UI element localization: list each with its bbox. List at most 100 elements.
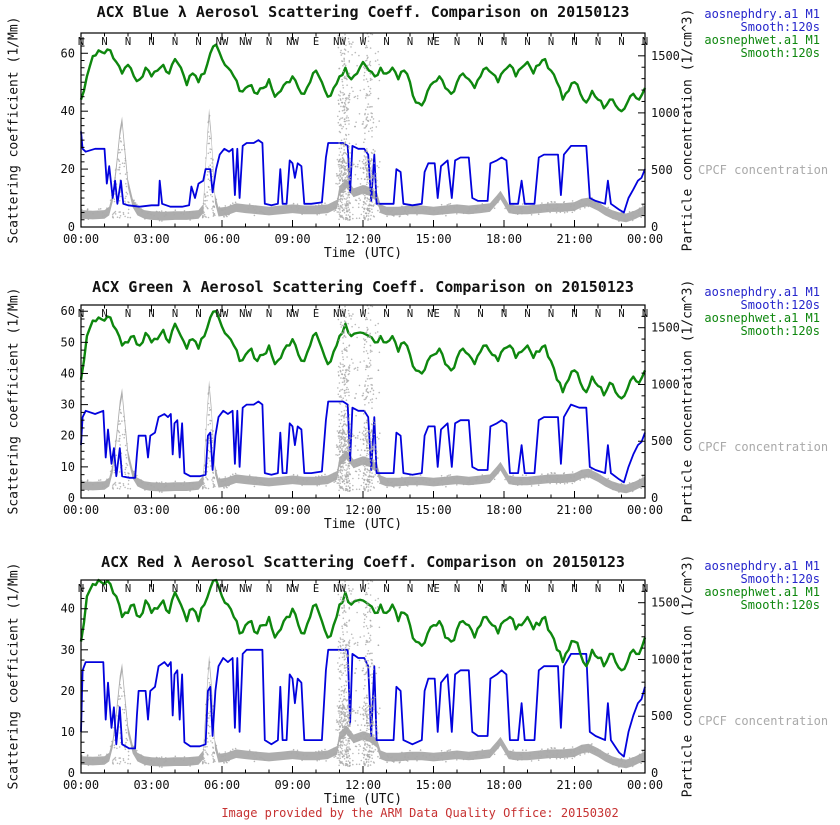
svg-text:N: N: [78, 583, 84, 595]
svg-text:NW: NW: [216, 308, 229, 320]
legend-panel-2: aosnephdry.a1 M1 Smooth:120s aosnephwet.…: [698, 286, 820, 338]
svg-text:1000: 1000: [651, 377, 680, 391]
svg-text:12:00: 12:00: [345, 778, 381, 792]
legend-wet-name: aosnephwet.a1 M1: [704, 311, 820, 325]
svg-text:15:00: 15:00: [415, 232, 451, 246]
svg-text:60: 60: [61, 46, 75, 60]
svg-text:N: N: [101, 583, 107, 595]
svg-text:0: 0: [68, 220, 75, 234]
svg-text:N: N: [618, 308, 624, 320]
svg-text:0: 0: [651, 491, 658, 505]
svg-text:N: N: [501, 36, 507, 48]
svg-text:NW: NW: [286, 583, 299, 595]
svg-text:N: N: [454, 583, 460, 595]
legend-panel-3: aosnephdry.a1 M1 Smooth:120s aosnephwet.…: [698, 560, 820, 612]
svg-text:21:00: 21:00: [556, 778, 592, 792]
svg-text:N: N: [195, 583, 201, 595]
svg-text:00:00: 00:00: [63, 778, 99, 792]
svg-text:N: N: [383, 308, 389, 320]
legend-dry-name: aosnephdry.a1 M1: [704, 285, 820, 299]
legend-dry-name: aosnephdry.a1 M1: [704, 7, 820, 21]
svg-text:W: W: [360, 36, 367, 48]
svg-text:00:00: 00:00: [627, 778, 663, 792]
chart-title-blue: ACX Blue λ Aerosol Scattering Coeff. Com…: [96, 3, 630, 21]
svg-text:N: N: [101, 36, 107, 48]
y-axis-label-left-1: Scattering coefficient (1/Mm): [6, 16, 22, 244]
svg-text:N: N: [148, 308, 154, 320]
svg-text:NW: NW: [286, 36, 299, 48]
svg-text:40: 40: [61, 104, 75, 118]
svg-text:W: W: [360, 583, 367, 595]
legend-dry-smooth: Smooth:120s: [740, 572, 820, 586]
svg-text:NW: NW: [333, 36, 346, 48]
svg-text:21:00: 21:00: [556, 232, 592, 246]
svg-text:06:00: 06:00: [204, 232, 240, 246]
svg-text:NW: NW: [333, 308, 346, 320]
svg-text:30: 30: [61, 398, 75, 412]
svg-text:NE: NE: [427, 36, 440, 48]
legend-dry-smooth: Smooth:120s: [740, 298, 820, 312]
svg-text:N: N: [101, 308, 107, 320]
svg-text:1000: 1000: [651, 652, 680, 666]
svg-text:12:00: 12:00: [345, 232, 381, 246]
svg-text:N: N: [172, 583, 178, 595]
svg-text:W: W: [360, 308, 367, 320]
svg-text:N: N: [454, 308, 460, 320]
legend-wet-smooth: Smooth:120s: [740, 46, 820, 60]
svg-text:06:00: 06:00: [204, 778, 240, 792]
legend-cpcf-1: CPCF concentration: [698, 163, 829, 177]
svg-text:60: 60: [61, 304, 75, 318]
svg-text:N: N: [524, 308, 530, 320]
svg-text:N: N: [595, 583, 601, 595]
svg-text:N: N: [195, 36, 201, 48]
svg-text:00:00: 00:00: [627, 503, 663, 517]
svg-text:500: 500: [651, 434, 673, 448]
svg-text:NW: NW: [239, 308, 252, 320]
svg-text:E: E: [313, 583, 319, 595]
svg-text:500: 500: [651, 163, 673, 177]
svg-text:N: N: [195, 308, 201, 320]
legend-wet-name: aosnephwet.a1 M1: [704, 585, 820, 599]
svg-text:N: N: [148, 583, 154, 595]
svg-text:N: N: [125, 583, 131, 595]
svg-text:30: 30: [61, 643, 75, 657]
svg-text:N: N: [501, 583, 507, 595]
svg-text:E: E: [313, 308, 319, 320]
svg-text:40: 40: [61, 366, 75, 380]
svg-text:NW: NW: [216, 36, 229, 48]
svg-text:N: N: [407, 36, 413, 48]
svg-text:N: N: [266, 36, 272, 48]
svg-text:1500: 1500: [651, 596, 680, 610]
svg-text:N: N: [595, 308, 601, 320]
svg-text:0: 0: [651, 220, 658, 234]
svg-text:03:00: 03:00: [133, 778, 169, 792]
svg-text:N: N: [642, 583, 648, 595]
svg-text:E: E: [313, 36, 319, 48]
svg-text:N: N: [571, 583, 577, 595]
legend-wet-smooth: Smooth:120s: [740, 324, 820, 338]
svg-text:00:00: 00:00: [63, 503, 99, 517]
svg-text:20: 20: [61, 162, 75, 176]
svg-text:10: 10: [61, 460, 75, 474]
svg-text:00:00: 00:00: [63, 232, 99, 246]
svg-text:0: 0: [68, 491, 75, 505]
svg-text:40: 40: [61, 602, 75, 616]
svg-text:NW: NW: [239, 583, 252, 595]
svg-text:N: N: [78, 36, 84, 48]
svg-text:N: N: [548, 36, 554, 48]
svg-text:15:00: 15:00: [415, 503, 451, 517]
svg-text:N: N: [595, 36, 601, 48]
svg-text:N: N: [477, 36, 483, 48]
svg-text:N: N: [125, 36, 131, 48]
svg-text:10: 10: [61, 725, 75, 739]
legend-wet-name: aosnephwet.a1 M1: [704, 33, 820, 47]
svg-text:18:00: 18:00: [486, 503, 522, 517]
svg-text:06:00: 06:00: [204, 503, 240, 517]
svg-text:N: N: [477, 583, 483, 595]
svg-text:N: N: [571, 36, 577, 48]
svg-text:N: N: [383, 583, 389, 595]
svg-text:12:00: 12:00: [345, 503, 381, 517]
svg-text:N: N: [172, 308, 178, 320]
svg-text:N: N: [548, 583, 554, 595]
